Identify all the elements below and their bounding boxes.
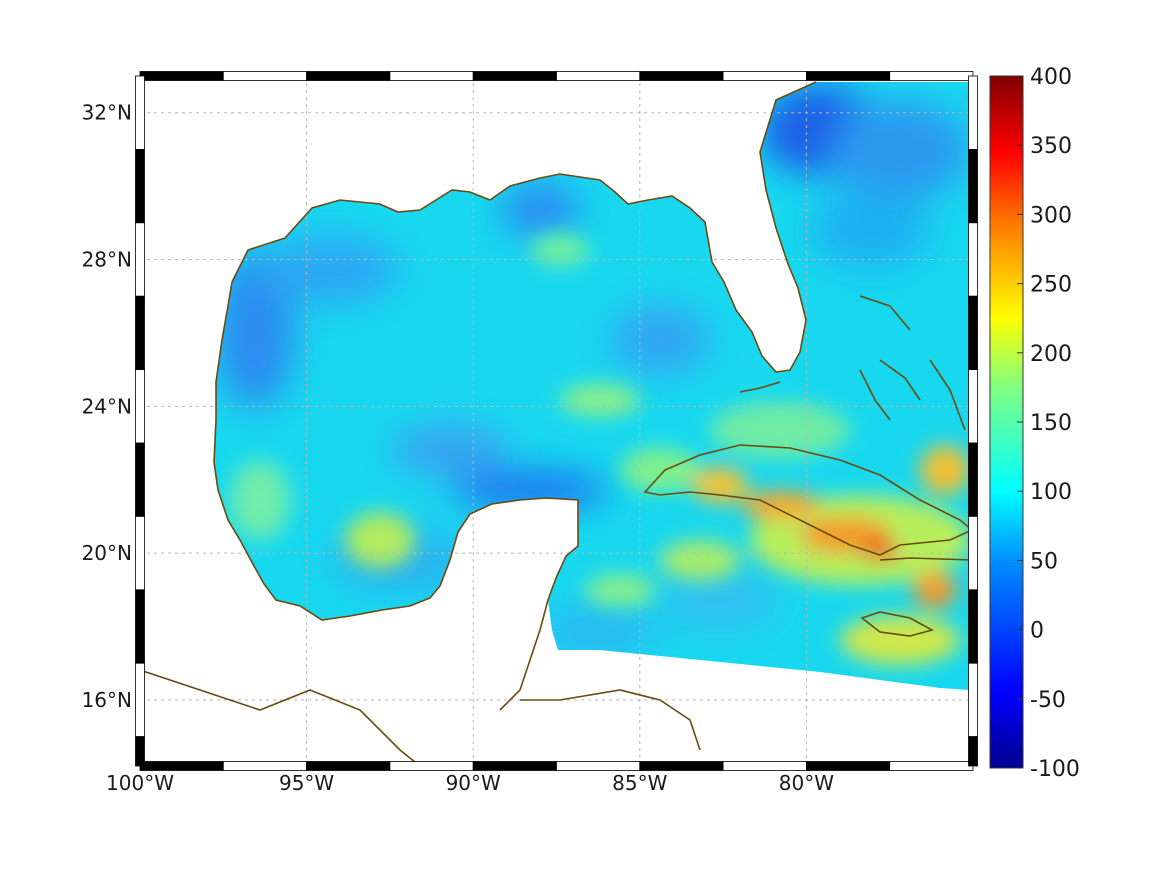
graticule-grid [140, 76, 973, 766]
colorbar: 400 350 300 250 200 150 100 50 0 -50 -100 [989, 65, 1080, 782]
frame-segment-bottom [139, 761, 224, 771]
frame-segment-bottom [556, 761, 641, 771]
frame-segment-right [968, 589, 978, 664]
colorbar-tick-label: 0 [1030, 619, 1044, 644]
frame-segment-left [135, 516, 145, 591]
frame-segment-right [968, 662, 978, 738]
jamaica-outline [860, 611, 935, 637]
lat-tick-label: 16°N [82, 688, 132, 712]
central-america-pacific-coast [140, 669, 421, 766]
frame-segment-top [306, 71, 391, 81]
frame-segment-left [135, 295, 145, 371]
frame-segment-bottom [306, 761, 391, 771]
frame-segment-top [722, 71, 807, 81]
frame-segment-bottom [639, 761, 724, 771]
frame-segment-left [135, 149, 145, 224]
frame-segment-top [139, 71, 224, 81]
frame-segment-right [968, 736, 978, 767]
frame-segment-top [639, 71, 724, 81]
frame-segment-top [889, 71, 974, 81]
frame-segment-left [135, 222, 145, 297]
colorbar-tick-label: 400 [1030, 65, 1072, 90]
lon-tick-label: 85°W [612, 771, 667, 795]
lon-tick-label: 95°W [279, 771, 334, 795]
frame-segment-top [472, 71, 557, 81]
frame-segment-bottom [389, 761, 474, 771]
hispaniola-outline [879, 557, 973, 561]
florida-keys [739, 381, 781, 393]
frame-segment-left [135, 75, 145, 150]
honduras-coast [520, 689, 701, 751]
frame-segment-left [135, 442, 145, 517]
frame-segment-right [968, 75, 978, 150]
colorbar-tick-label: 100 [1030, 480, 1072, 505]
frame-segment-right [968, 149, 978, 224]
lon-tick-label: 100°W [106, 771, 174, 795]
frame-segment-bottom [222, 761, 308, 771]
colorbar-tick-label: 250 [1030, 273, 1072, 298]
bahamas-outline [859, 295, 966, 431]
lat-tick-label: 32°N [82, 101, 132, 125]
frame-segment-bottom [806, 761, 891, 771]
cuba-outline [643, 444, 973, 556]
colorbar-tick-label: 50 [1030, 549, 1058, 574]
colorbar-tick-label: -50 [1030, 688, 1066, 713]
frame-segment-right [968, 369, 978, 444]
frame-segment-left [135, 369, 145, 444]
frame-segment-top [222, 71, 308, 81]
frame-segment-top [556, 71, 641, 81]
frame-segment-top [389, 71, 474, 81]
frame-segment-right [968, 516, 978, 591]
frame-segment-right [968, 295, 978, 371]
frame-segment-bottom [472, 761, 557, 771]
colorbar-tick-label: 300 [1030, 203, 1072, 228]
map-frame [135, 71, 978, 771]
lat-tick-label: 24°N [82, 394, 132, 418]
frame-segment-bottom [889, 761, 974, 771]
frame-segment-right [968, 442, 978, 517]
longitude-tick-labels: 100°W 95°W 90°W 85°W 80°W [106, 771, 834, 795]
colorbar-tick-label: 350 [1030, 134, 1072, 159]
frame-segment-top [806, 71, 891, 81]
lon-tick-label: 80°W [779, 771, 834, 795]
latitude-tick-labels: 32°N 28°N 24°N 20°N 16°N [82, 101, 132, 712]
colorbar-tick-label: 150 [1030, 411, 1072, 436]
coastlines [140, 81, 973, 766]
lat-tick-label: 20°N [82, 541, 132, 565]
colorbar-tick-labels: 400 350 300 250 200 150 100 50 0 -50 -100 [1017, 65, 1080, 782]
frame-segment-bottom [722, 761, 807, 771]
colorbar-tick-label: -100 [1030, 757, 1080, 782]
frame-segment-left [135, 736, 145, 767]
gulf-coastline [231, 81, 817, 373]
lon-tick-label: 90°W [446, 771, 501, 795]
mexico-coastline [213, 281, 579, 711]
frame-segment-left [135, 589, 145, 664]
colorbar-tick-label: 200 [1030, 342, 1072, 367]
frame-segment-left [135, 662, 145, 738]
lat-tick-label: 28°N [82, 248, 132, 272]
frame-segment-right [968, 222, 978, 297]
